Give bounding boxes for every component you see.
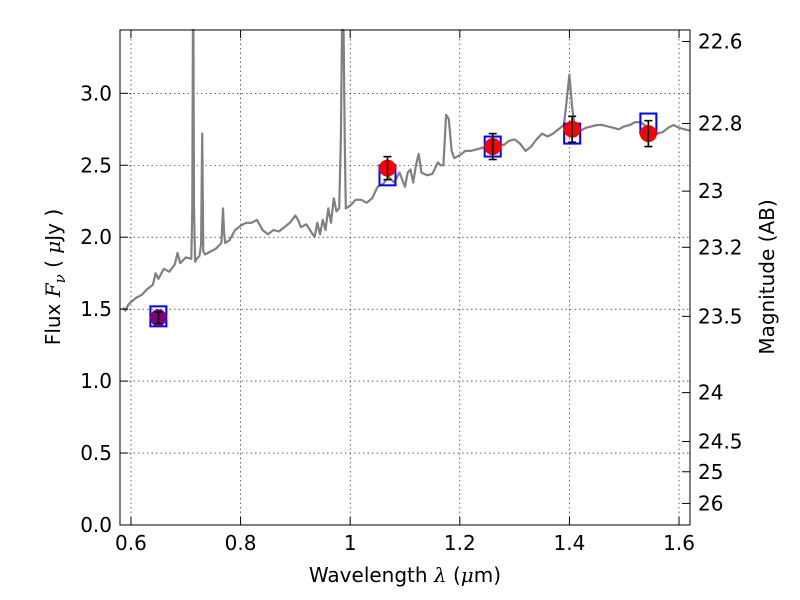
y2-tick-label: 24	[698, 381, 723, 405]
y2-tick-label: 23.2	[698, 235, 743, 259]
y2-tick-label: 23	[698, 179, 723, 203]
y2-tick-label: 23.5	[698, 304, 743, 328]
x-axis-label: Wavelength λ (μm)	[309, 563, 501, 587]
y-tick-label: 2.5	[80, 153, 112, 177]
y-tick-label: 1.0	[80, 369, 112, 393]
y-tick-label: 1.5	[80, 297, 112, 321]
y2-axis-label: Magnitude (AB)	[755, 199, 779, 354]
plot-area	[121, 28, 691, 328]
x-tick-label: 1.6	[663, 531, 695, 555]
y-tick-label: 0.5	[80, 441, 112, 465]
y-tick-label: 3.0	[80, 81, 112, 105]
axis-ticks: 0.6 0.8 1 1.2 1.4 1.6 0.0 0.5 1.0 1.5 2.0 2.5 3.0 22.…	[80, 30, 742, 555]
y2-tick-label: 26	[698, 491, 723, 515]
x-tick-label: 1	[344, 531, 357, 555]
spectrum-line	[121, 28, 691, 312]
y2-tick-label: 25	[698, 460, 723, 484]
y-axis-label: Flux Fν ( μJy )	[41, 209, 69, 345]
y2-tick-label: 22.8	[698, 112, 743, 136]
y2-tick-label: 22.6	[698, 30, 743, 54]
plot-frame	[119, 29, 691, 526]
grid-lines	[120, 30, 690, 526]
x-tick-label: 1.2	[444, 531, 476, 555]
x-tick-label: 1.4	[554, 531, 586, 555]
y2-tick-label: 24.5	[698, 430, 743, 454]
y-tick-label: 2.0	[80, 225, 112, 249]
y-tick-label: 0.0	[80, 513, 112, 537]
x-tick-label: 0.6	[115, 531, 147, 555]
x-tick-label: 0.8	[225, 531, 257, 555]
